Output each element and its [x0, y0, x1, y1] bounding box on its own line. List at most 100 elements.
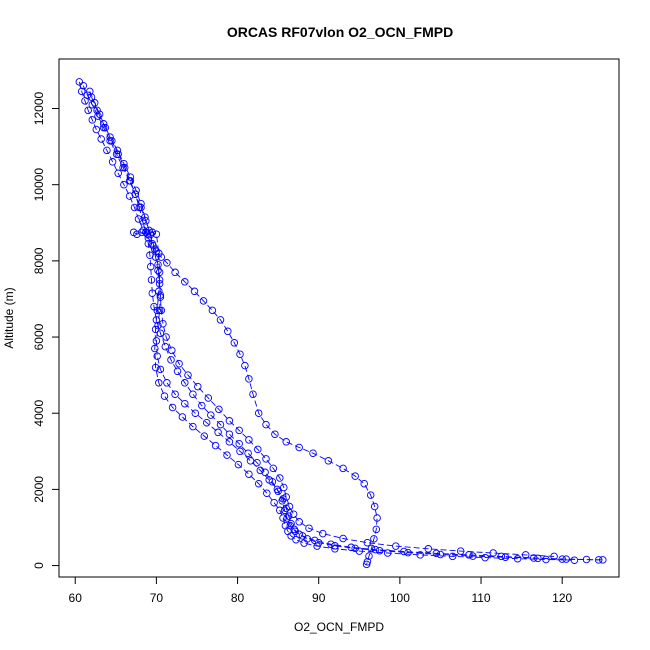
data-point [90, 99, 99, 107]
data-point [244, 449, 252, 457]
data-point [147, 276, 156, 284]
x-axis: 60 70 80 90 100 110 120 [69, 577, 573, 605]
data-point [120, 163, 129, 172]
y-axis-label: Altitude (m) [2, 287, 16, 348]
series-layer [75, 78, 607, 569]
data-point [285, 502, 294, 511]
data-point [404, 548, 412, 557]
data-point [235, 439, 243, 448]
data-point [77, 87, 86, 96]
data-point [287, 532, 295, 540]
series-2 [79, 81, 607, 564]
data-point [373, 514, 381, 522]
data-point [99, 120, 108, 128]
data-point [339, 464, 347, 473]
data-point [152, 247, 161, 256]
data-point [204, 394, 213, 402]
data-point [79, 81, 88, 90]
data-point [530, 554, 538, 562]
data-point [181, 379, 189, 387]
data-point [278, 497, 286, 505]
data-point [167, 356, 175, 364]
data-point [263, 489, 271, 497]
data-point [141, 213, 149, 221]
data-point [319, 529, 327, 538]
series-line [133, 231, 575, 561]
data-point [245, 470, 253, 478]
data-point [599, 556, 607, 564]
y-tick-label: 8000 [32, 247, 46, 274]
data-point [168, 346, 176, 355]
data-point [83, 91, 92, 99]
data-point [570, 556, 579, 564]
x-tick-label: 60 [69, 591, 83, 605]
data-point [148, 239, 157, 248]
data-point [194, 382, 202, 391]
data-point [274, 487, 282, 496]
data-point [456, 547, 465, 555]
data-point [497, 552, 506, 561]
data-point [108, 158, 117, 166]
x-tick-label: 90 [312, 591, 326, 605]
data-point [489, 549, 497, 557]
data-point [282, 493, 290, 501]
data-point [271, 430, 279, 438]
data-point [276, 506, 284, 515]
data-point [198, 401, 206, 410]
data-point [261, 468, 269, 477]
data-point [159, 319, 167, 328]
data-point [132, 186, 140, 195]
x-axis-label: O2_OCN_FMPD [294, 620, 384, 634]
data-point [280, 483, 288, 492]
data-point [126, 173, 135, 181]
data-point [120, 159, 128, 168]
data-point [108, 137, 116, 145]
data-point [162, 333, 170, 341]
data-point [253, 458, 261, 467]
data-point [305, 524, 313, 532]
data-point [152, 230, 161, 238]
x-tick-label: 120 [552, 591, 572, 605]
data-point [216, 316, 225, 324]
data-point [300, 539, 308, 547]
data-point [298, 532, 307, 540]
data-point [163, 259, 171, 267]
series-3 [86, 87, 603, 564]
data-point [469, 552, 477, 560]
data-point [155, 268, 164, 277]
data-point [86, 87, 94, 96]
data-point [200, 432, 209, 440]
y-tick-label: 6000 [32, 323, 46, 350]
data-point [262, 455, 270, 463]
data-point [362, 560, 371, 569]
data-point [371, 545, 380, 554]
data-point [432, 549, 441, 558]
data-point [225, 430, 234, 438]
data-point [230, 339, 239, 347]
data-point [114, 150, 122, 158]
series-line [91, 96, 555, 557]
data-point [139, 226, 148, 235]
data-point [521, 551, 530, 559]
chart-title: ORCAS RF07vlon O2_OCN_FMPD [227, 24, 453, 40]
series-line [89, 91, 599, 561]
data-point [254, 409, 263, 417]
data-point [331, 545, 339, 553]
data-point [189, 390, 197, 398]
data-point [155, 279, 164, 288]
data-point [292, 535, 300, 544]
y-tick-label: 0 [32, 562, 46, 569]
data-point [178, 413, 187, 421]
data-point [173, 367, 182, 376]
data-point [156, 293, 165, 301]
data-point [215, 405, 223, 414]
data-point [157, 253, 166, 261]
data-point [161, 342, 170, 351]
data-point [163, 379, 171, 387]
data-point [254, 445, 262, 454]
data-point [416, 551, 424, 559]
data-point [151, 344, 159, 353]
data-point [156, 329, 165, 337]
data-point [144, 239, 153, 248]
data-point [181, 278, 189, 286]
